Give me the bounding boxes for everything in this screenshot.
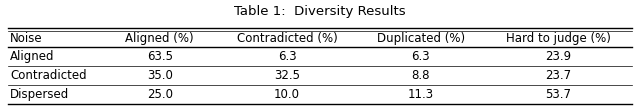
Text: 8.8: 8.8	[412, 69, 430, 82]
Text: Noise: Noise	[10, 32, 43, 45]
Text: Aligned: Aligned	[10, 50, 55, 63]
Text: 63.5: 63.5	[147, 50, 173, 63]
Text: Hard to judge (%): Hard to judge (%)	[506, 32, 611, 45]
Text: 11.3: 11.3	[408, 88, 434, 101]
Text: Table 1:  Diversity Results: Table 1: Diversity Results	[234, 5, 406, 18]
Text: Dispersed: Dispersed	[10, 88, 70, 101]
Text: Aligned (%): Aligned (%)	[125, 32, 194, 45]
Text: Contradicted: Contradicted	[10, 69, 87, 82]
Text: 25.0: 25.0	[147, 88, 173, 101]
Text: 23.9: 23.9	[545, 50, 571, 63]
Text: Contradicted (%): Contradicted (%)	[237, 32, 337, 45]
Text: 6.3: 6.3	[278, 50, 296, 63]
Text: 23.7: 23.7	[545, 69, 571, 82]
Text: Duplicated (%): Duplicated (%)	[377, 32, 465, 45]
Text: 32.5: 32.5	[274, 69, 300, 82]
Text: 6.3: 6.3	[412, 50, 430, 63]
Text: 35.0: 35.0	[147, 69, 173, 82]
Text: 53.7: 53.7	[545, 88, 571, 101]
Text: 10.0: 10.0	[274, 88, 300, 101]
